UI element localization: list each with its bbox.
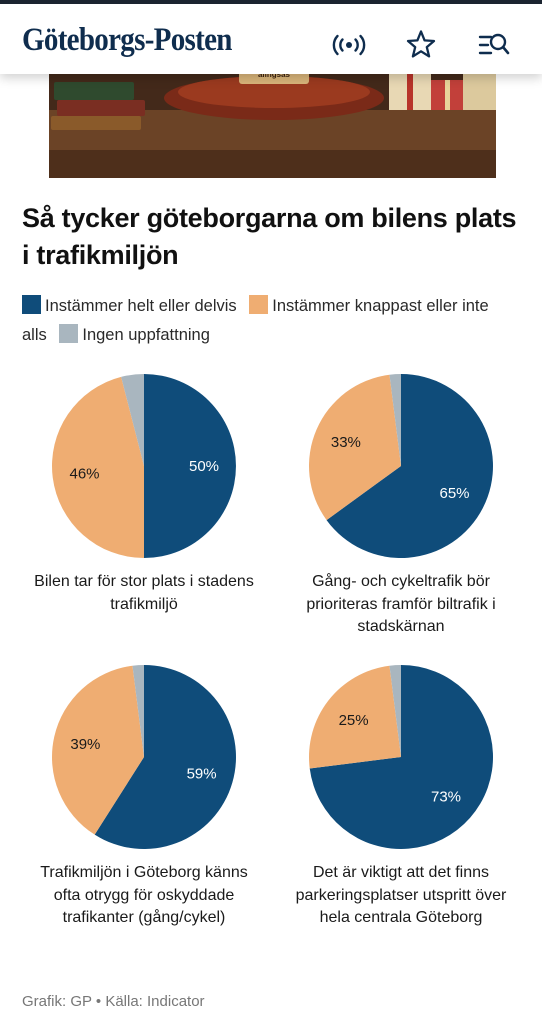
pie-1-slice-3 [121,374,144,466]
pie-caption-2: Gång- och cykeltrafik bör prioriteras fr… [306,573,496,635]
pie-1-data-label-1: 50% [189,458,219,475]
pie-2-data-label-1: 65% [439,485,469,502]
legend-label-disagree: Instämmer knappast eller inte alls [22,297,489,344]
chart-source: Grafik: GP • Källa: Indicator [22,993,205,1010]
star-icon[interactable] [404,28,438,62]
pie-4-slice-2 [309,665,401,769]
hero-illustration [49,60,496,178]
pie-chart-3: 59% 39% [52,665,236,849]
legend-swatch-no-opinion [59,324,79,343]
hero-sign-text: alingsås [257,70,290,79]
legend-swatch-disagree [249,295,269,314]
pie-3-data-label-1: 59% [187,766,217,783]
legend-swatch-agree [22,295,41,314]
pie-caption-4: Det är viktigt att det finns parkeringsp… [295,864,507,926]
pie-2-data-label-2: 33% [331,434,361,451]
chart-headline: Så tycker göteborgarna om bilens plats i… [22,203,517,270]
legend-item-no-opinion: Ingen uppfattning [59,324,210,344]
legend-item-disagree: Instämmer knappast eller inte alls [22,295,489,344]
site-header: Göteborgs-Posten [0,0,542,74]
site-logo[interactable]: Göteborgs-Posten [22,22,232,58]
pie-4-data-label-2: 25% [339,712,369,729]
pie-2-slice-3 [389,374,401,466]
pie-chart-2: 65% 33% [309,374,493,558]
pie-2-slice-2 [309,374,401,521]
chart-legend: Instämmer helt eller delvis Instämmer kn… [22,292,522,350]
legend-item-agree: Instämmer helt eller delvis [22,295,237,315]
pie-4-slice-3 [389,665,401,757]
pie-chart-4: 73% 25% [309,665,494,849]
legend-label-agree: Instämmer helt eller delvis [45,297,237,315]
pie-1-slice-1 [144,374,236,558]
pie-2-slice-1 [326,374,493,558]
pie-3-data-label-2: 39% [70,736,100,753]
pie-1-data-label-2: 46% [69,466,99,483]
pie-1-slice-2 [51,376,144,558]
pie-4-slice-1 [309,665,494,849]
search-menu-icon[interactable] [477,28,511,62]
pie-3-slice-3 [132,665,144,757]
pie-chart-1: 50% 46% [51,374,236,558]
live-radio-icon[interactable] [332,28,366,62]
pie-3-slice-1 [94,665,236,849]
legend-label-no-opinion: Ingen uppfattning [82,326,210,344]
pie-caption-3: Trafikmiljön i Göteborg känns ofta otryg… [40,864,248,926]
pie-caption-1: Bilen tar för stor plats i stadens trafi… [34,573,254,613]
pie-3-slice-2 [52,665,144,835]
hero-image: alingsås [49,60,496,178]
pie-4-data-label-1: 73% [431,789,461,806]
